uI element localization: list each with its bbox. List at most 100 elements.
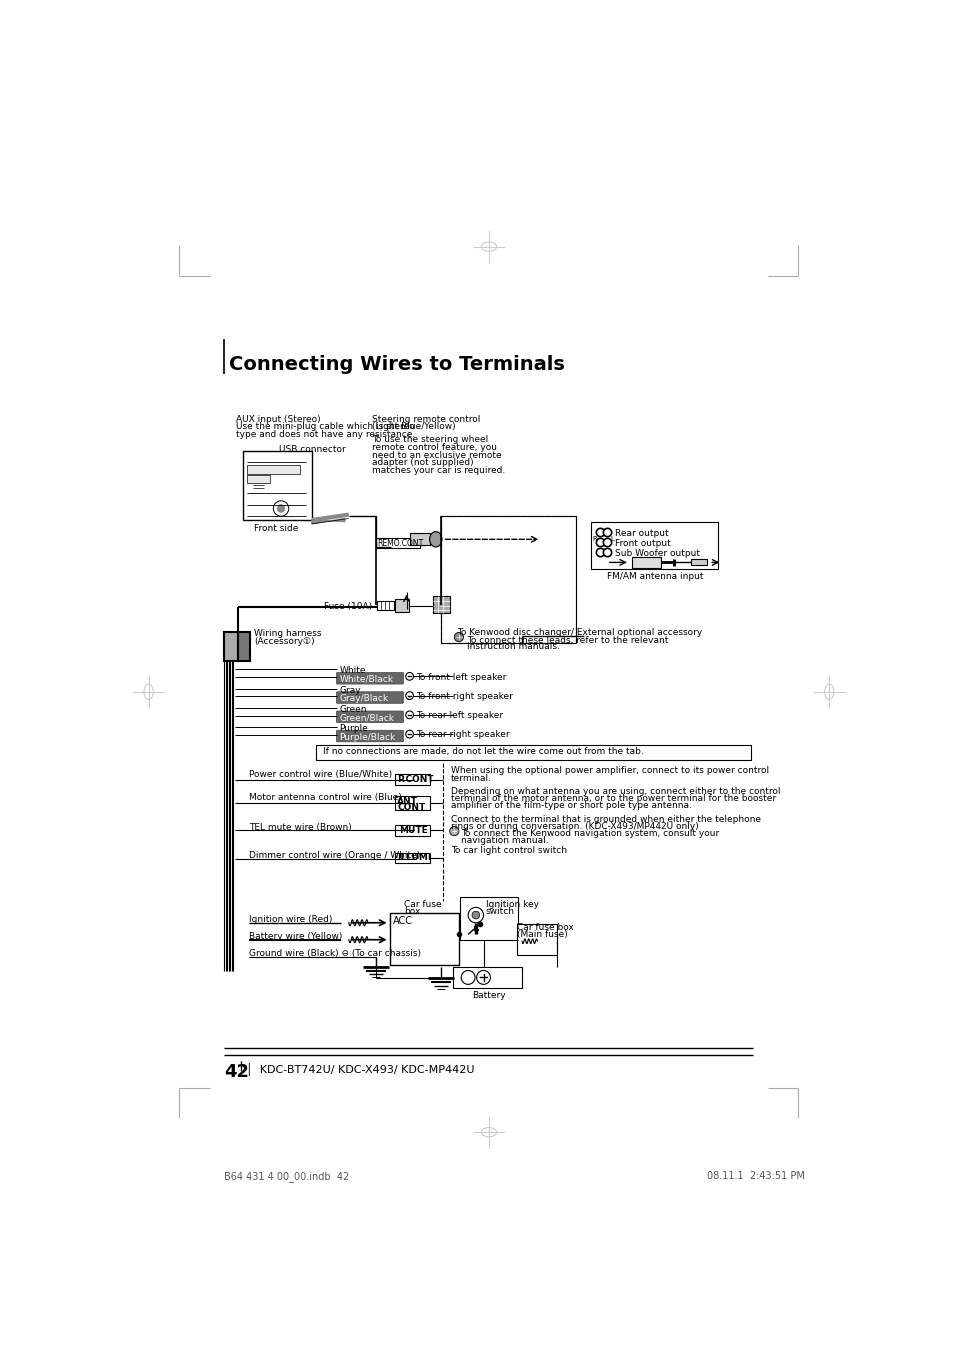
Text: ANT.: ANT. bbox=[396, 798, 419, 806]
Bar bbox=[375, 537, 419, 548]
Text: │  KDC-BT742U/ KDC-X493/ KDC-MP442U: │ KDC-BT742U/ KDC-X493/ KDC-MP442U bbox=[246, 1062, 475, 1076]
Bar bbox=[242, 451, 312, 520]
Bar bbox=[389, 913, 458, 965]
Text: rings or during conversation. (KDC-X493/MP442U only): rings or during conversation. (KDC-X493/… bbox=[451, 822, 699, 830]
Text: L: L bbox=[610, 536, 614, 543]
Text: instruction manuals.: instruction manuals. bbox=[466, 643, 558, 652]
Text: navigation manual.: navigation manual. bbox=[460, 836, 548, 845]
Circle shape bbox=[454, 632, 463, 641]
Text: (Main fuse): (Main fuse) bbox=[517, 930, 567, 938]
Text: (Light Blue/Yellow): (Light Blue/Yellow) bbox=[372, 423, 455, 431]
Text: P.CONT: P.CONT bbox=[396, 775, 434, 784]
Bar bbox=[237, 632, 250, 662]
Text: To Kenwood disc changer/ External optional accessory: To Kenwood disc changer/ External option… bbox=[456, 628, 701, 637]
Text: USB connector: USB connector bbox=[279, 444, 346, 454]
Text: Gray: Gray bbox=[339, 686, 361, 695]
Bar bbox=[247, 475, 270, 483]
Bar bbox=[376, 601, 394, 610]
Bar bbox=[632, 558, 660, 568]
Text: Power control wire (Blue/White): Power control wire (Blue/White) bbox=[249, 771, 392, 779]
Text: Connecting Wires to Terminals: Connecting Wires to Terminals bbox=[229, 355, 565, 374]
Bar bbox=[395, 825, 429, 836]
FancyBboxPatch shape bbox=[336, 711, 403, 722]
Text: Battery: Battery bbox=[472, 991, 505, 1000]
Text: To car light control switch: To car light control switch bbox=[451, 845, 567, 855]
Bar bbox=[395, 796, 429, 810]
Text: ILLUMI: ILLUMI bbox=[396, 853, 431, 863]
Text: Car fuse box: Car fuse box bbox=[517, 923, 573, 932]
Text: Purple/Black: Purple/Black bbox=[339, 733, 395, 741]
Text: R: R bbox=[592, 536, 597, 543]
Bar bbox=[410, 533, 429, 545]
Text: Front output: Front output bbox=[615, 539, 670, 548]
Bar bbox=[395, 599, 409, 612]
Text: Motor antenna control wire (Blue): Motor antenna control wire (Blue) bbox=[249, 794, 401, 802]
Text: Connect to the terminal that is grounded when either the telephone: Connect to the terminal that is grounded… bbox=[451, 815, 760, 824]
Text: Dimmer control wire (Orange / White): Dimmer control wire (Orange / White) bbox=[249, 850, 419, 860]
Text: To connect these leads, refer to the relevant: To connect these leads, refer to the rel… bbox=[466, 636, 667, 644]
Text: Ignition key: Ignition key bbox=[485, 899, 538, 909]
Bar bbox=[517, 925, 557, 954]
Text: Use the mini-plug cable which is stereo: Use the mini-plug cable which is stereo bbox=[235, 423, 414, 431]
Text: Ignition wire (Red): Ignition wire (Red) bbox=[249, 915, 332, 923]
Bar bbox=[395, 774, 429, 784]
Bar bbox=[389, 915, 418, 926]
Circle shape bbox=[449, 826, 458, 836]
Text: When using the optional power amplifier, connect to its power control: When using the optional power amplifier,… bbox=[451, 767, 768, 775]
Text: Gray/Black: Gray/Black bbox=[339, 694, 388, 703]
Text: Fuse (10A): Fuse (10A) bbox=[324, 602, 372, 612]
FancyBboxPatch shape bbox=[336, 730, 403, 741]
Bar bbox=[440, 516, 576, 643]
Ellipse shape bbox=[429, 532, 441, 547]
Text: terminal of the motor antenna, or to the power terminal for the booster: terminal of the motor antenna, or to the… bbox=[451, 794, 776, 803]
Bar bbox=[440, 516, 576, 643]
Text: (Accessory①): (Accessory①) bbox=[253, 637, 314, 647]
Text: MUTE: MUTE bbox=[398, 826, 427, 834]
Text: TEL mute wire (Brown): TEL mute wire (Brown) bbox=[249, 822, 351, 832]
Text: To use the steering wheel: To use the steering wheel bbox=[372, 435, 488, 444]
Text: To rear right speaker: To rear right speaker bbox=[416, 730, 509, 740]
Text: ACC: ACC bbox=[393, 915, 413, 926]
Text: B64 431 4 00_00.indb  42: B64 431 4 00_00.indb 42 bbox=[224, 1170, 349, 1181]
Text: Rear output: Rear output bbox=[615, 529, 668, 539]
FancyBboxPatch shape bbox=[336, 672, 403, 684]
Text: Purple: Purple bbox=[339, 724, 368, 733]
Text: remote control feature, you: remote control feature, you bbox=[372, 443, 497, 452]
Text: To connect the Kenwood navigation system, consult your: To connect the Kenwood navigation system… bbox=[460, 829, 719, 838]
Text: terminal.: terminal. bbox=[451, 774, 492, 783]
Text: AUX input (Stereo): AUX input (Stereo) bbox=[235, 414, 320, 424]
Text: 42: 42 bbox=[224, 1062, 249, 1081]
Bar bbox=[224, 632, 237, 662]
Text: amplifier of the film-type or short pole type antenna.: amplifier of the film-type or short pole… bbox=[451, 801, 691, 810]
Bar bbox=[433, 597, 450, 613]
Text: CONT: CONT bbox=[396, 803, 425, 813]
Text: White/Black: White/Black bbox=[339, 675, 394, 684]
Text: type and does not have any resistance.: type and does not have any resistance. bbox=[235, 429, 415, 439]
Text: White: White bbox=[339, 667, 366, 675]
Bar bbox=[460, 898, 517, 940]
Text: Green/Black: Green/Black bbox=[339, 713, 395, 722]
Text: 08.11.1  2:43:51 PM: 08.11.1 2:43:51 PM bbox=[706, 1170, 804, 1181]
Text: need to an exclusive remote: need to an exclusive remote bbox=[372, 451, 501, 460]
Text: To front right speaker: To front right speaker bbox=[416, 691, 512, 701]
Text: Wiring harness: Wiring harness bbox=[253, 629, 321, 639]
Text: switch: switch bbox=[485, 907, 515, 917]
Bar bbox=[395, 853, 429, 864]
Bar bbox=[453, 967, 521, 988]
Text: adapter (not supplied): adapter (not supplied) bbox=[372, 459, 473, 467]
Text: Steering remote control: Steering remote control bbox=[372, 414, 479, 424]
Text: Ground wire (Black) ⊖ (To car chassis): Ground wire (Black) ⊖ (To car chassis) bbox=[249, 949, 420, 958]
Polygon shape bbox=[312, 518, 345, 524]
Circle shape bbox=[472, 911, 479, 919]
Text: Depending on what antenna you are using, connect either to the control: Depending on what antenna you are using,… bbox=[451, 787, 780, 796]
Bar bbox=[691, 559, 706, 566]
Text: FM/AM antenna input: FM/AM antenna input bbox=[606, 572, 702, 582]
Text: Battery wire (Yellow): Battery wire (Yellow) bbox=[249, 931, 342, 941]
Text: box: box bbox=[404, 907, 420, 917]
Text: To front left speaker: To front left speaker bbox=[416, 672, 506, 682]
Bar bbox=[316, 745, 751, 760]
Text: matches your car is required.: matches your car is required. bbox=[372, 466, 504, 475]
Text: Sub Woofer output: Sub Woofer output bbox=[615, 549, 700, 559]
Text: REMO.CONT: REMO.CONT bbox=[376, 539, 423, 548]
Text: Front side: Front side bbox=[253, 524, 298, 533]
